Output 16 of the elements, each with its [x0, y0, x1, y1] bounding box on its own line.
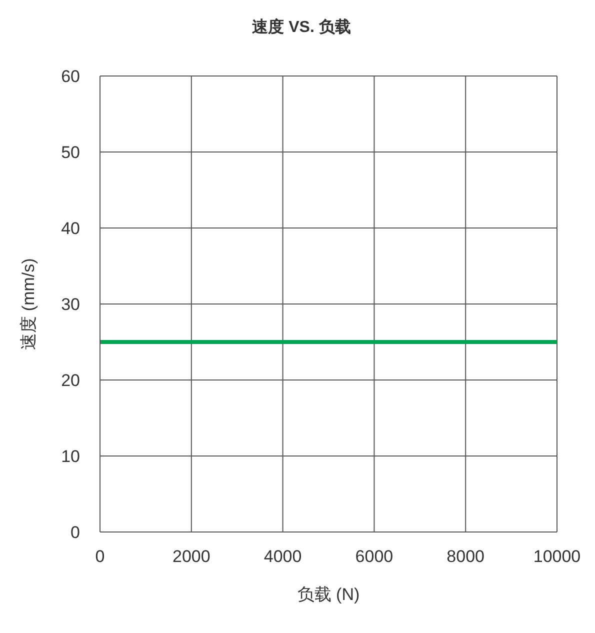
y-tick-label: 40 [61, 219, 80, 238]
x-tick-label: 8000 [446, 547, 485, 566]
y-axis-title: 速度 (mm/s) [19, 258, 38, 350]
x-tick-label: 2000 [172, 547, 210, 566]
y-tick-label: 30 [61, 295, 80, 314]
x-tick-label: 0 [95, 547, 105, 566]
x-tick-label: 4000 [264, 547, 302, 566]
y-tick-label: 60 [61, 67, 80, 86]
y-tick-label: 10 [61, 447, 80, 466]
x-tick-label: 10000 [533, 547, 581, 566]
chart-title: 速度 VS. 负载 [251, 17, 352, 38]
y-tick-label: 20 [61, 371, 80, 390]
y-tick-label: 50 [61, 143, 80, 162]
x-tick-label: 6000 [355, 547, 394, 566]
x-axis-title: 负载 (N) [297, 585, 360, 604]
y-tick-label: 0 [70, 523, 80, 542]
